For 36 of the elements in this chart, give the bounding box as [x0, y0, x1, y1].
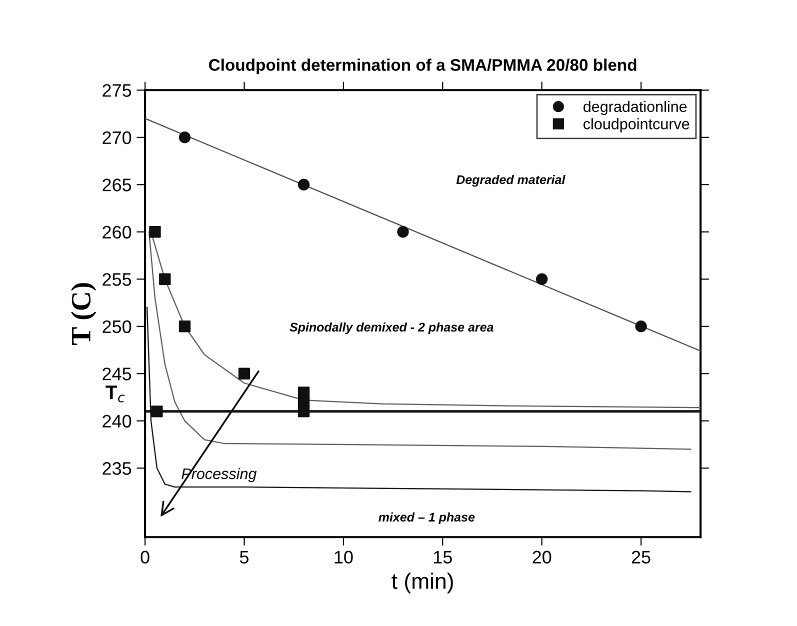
point — [536, 273, 548, 285]
point — [149, 226, 161, 238]
point — [178, 320, 191, 332]
y-tick-label: 255 — [102, 273, 132, 286]
legend-label: cloudpointcurve — [584, 118, 690, 132]
ref-line-label: T$_{c}$ — [106, 386, 125, 402]
x-tick-label: 10 — [334, 550, 353, 564]
y-tick-label: 250 — [102, 320, 132, 334]
point — [159, 273, 171, 285]
x-tick-label: 20 — [532, 550, 552, 564]
point — [178, 132, 191, 144]
y-tick-label: 245 — [102, 368, 132, 380]
point — [298, 406, 310, 418]
x-tick-label: 25 — [632, 550, 650, 564]
chart-title: Cloudpoint determination of a SMA/PMMA 20/80 blend — [208, 58, 636, 74]
annotation: Degraded material — [456, 174, 566, 187]
y-axis-title: T (C) — [70, 283, 96, 345]
point — [397, 226, 409, 238]
point — [151, 406, 163, 418]
y-tick-label: 265 — [102, 178, 132, 192]
x-axis-title: t (min) — [392, 572, 453, 594]
y-tick-label: 260 — [102, 226, 132, 239]
y-tick-label: 270 — [102, 131, 132, 144]
line-series — [146, 306, 692, 492]
annotation: mixed – 1 phase — [378, 512, 475, 524]
annotation: Spinodally demixed - 2 phase area — [290, 322, 494, 334]
point — [298, 178, 310, 190]
x-tick-label: 5 — [240, 550, 249, 564]
y-tick-label: 275 — [102, 84, 132, 97]
point — [238, 368, 250, 380]
y-tick-label: 240 — [102, 414, 132, 428]
x-tick-label: 15 — [434, 550, 452, 564]
x-tick-label: 0 — [140, 550, 150, 564]
point — [635, 320, 647, 332]
legend-label: degradationline — [584, 100, 687, 116]
y-tick-label: 235 — [102, 462, 132, 475]
